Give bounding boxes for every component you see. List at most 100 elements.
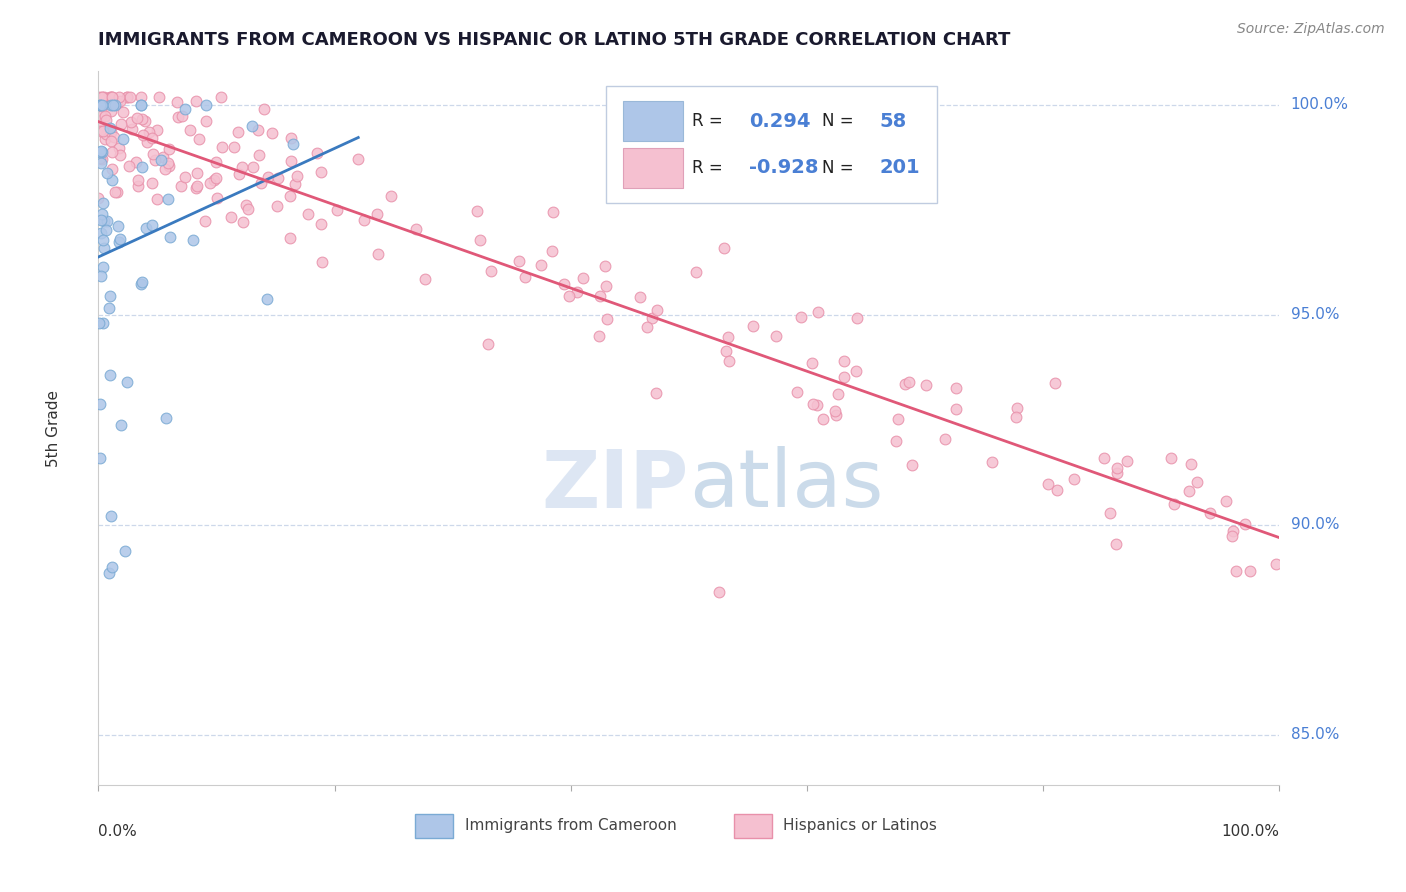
Point [742,318,765,333]
Point [100,172,122,186]
Point [641,311,664,326]
Text: atlas: atlas [689,446,883,524]
Point [266,199,288,213]
Point [104,185,127,199]
Point [159,142,181,156]
Point [97,126,120,140]
Point [89,98,111,112]
Point [96,223,118,237]
Point [765,329,787,343]
Point [91,124,114,138]
Point [101,96,124,111]
Point [141,218,163,232]
Point [87,89,110,103]
Point [1198,506,1220,520]
Point [280,131,302,145]
Point [91,145,114,160]
Point [1185,475,1208,490]
Point [219,210,242,224]
Point [89,124,111,138]
Point [685,265,707,279]
Text: 58: 58 [879,112,907,131]
Point [89,145,111,159]
Point [367,247,389,261]
Point [93,89,115,103]
Point [98,301,121,315]
Point [1220,529,1243,543]
Point [101,89,124,103]
Point [186,178,208,193]
Point [141,130,163,145]
Point [91,316,114,330]
Point [100,121,122,136]
Point [152,150,174,164]
Point [90,155,112,169]
Point [89,98,111,112]
Point [96,112,118,127]
Text: ZIP: ZIP [541,446,689,524]
Point [884,434,907,449]
Point [186,94,208,108]
Text: N =: N = [823,112,859,130]
Point [707,585,730,599]
Point [100,98,122,112]
Point [479,264,502,278]
Point [824,403,846,417]
Point [87,117,110,131]
Point [588,328,610,343]
Point [305,146,328,161]
Point [283,137,305,152]
Point [934,433,956,447]
Point [541,244,564,258]
Point [90,213,112,227]
Point [1225,565,1247,579]
Point [253,102,276,116]
Point [311,165,333,179]
Point [93,241,115,255]
Point [807,305,830,319]
Text: R =: R = [693,159,728,177]
Point [98,89,121,103]
Point [90,104,112,119]
Point [553,277,575,292]
Point [90,268,112,283]
Point [127,179,149,194]
Point [173,103,195,117]
Point [100,135,122,149]
Text: 0.0%: 0.0% [98,824,138,838]
Point [914,377,936,392]
Point [572,271,595,285]
Point [134,113,156,128]
Point [235,197,257,211]
Point [530,258,553,272]
Point [513,270,536,285]
Point [94,131,117,145]
Point [90,226,112,240]
Point [945,401,967,416]
Point [1163,497,1185,511]
Point [100,104,122,119]
Point [800,356,823,370]
Point [713,241,735,255]
Point [172,109,194,123]
Point [202,173,225,187]
Point [94,127,117,141]
Point [285,169,308,183]
Point [193,214,215,228]
Point [87,316,110,330]
Point [159,230,181,244]
Point [645,385,668,400]
Point [1178,484,1201,499]
Point [222,140,245,154]
Point [209,90,232,104]
Point [1265,557,1288,571]
Point [157,193,180,207]
Point [90,89,112,103]
Point [236,202,259,216]
Point [558,288,581,302]
Point [98,289,121,303]
Point [101,98,124,112]
Point [98,368,121,383]
Text: 100.0%: 100.0% [1291,97,1348,112]
Point [1160,450,1182,465]
